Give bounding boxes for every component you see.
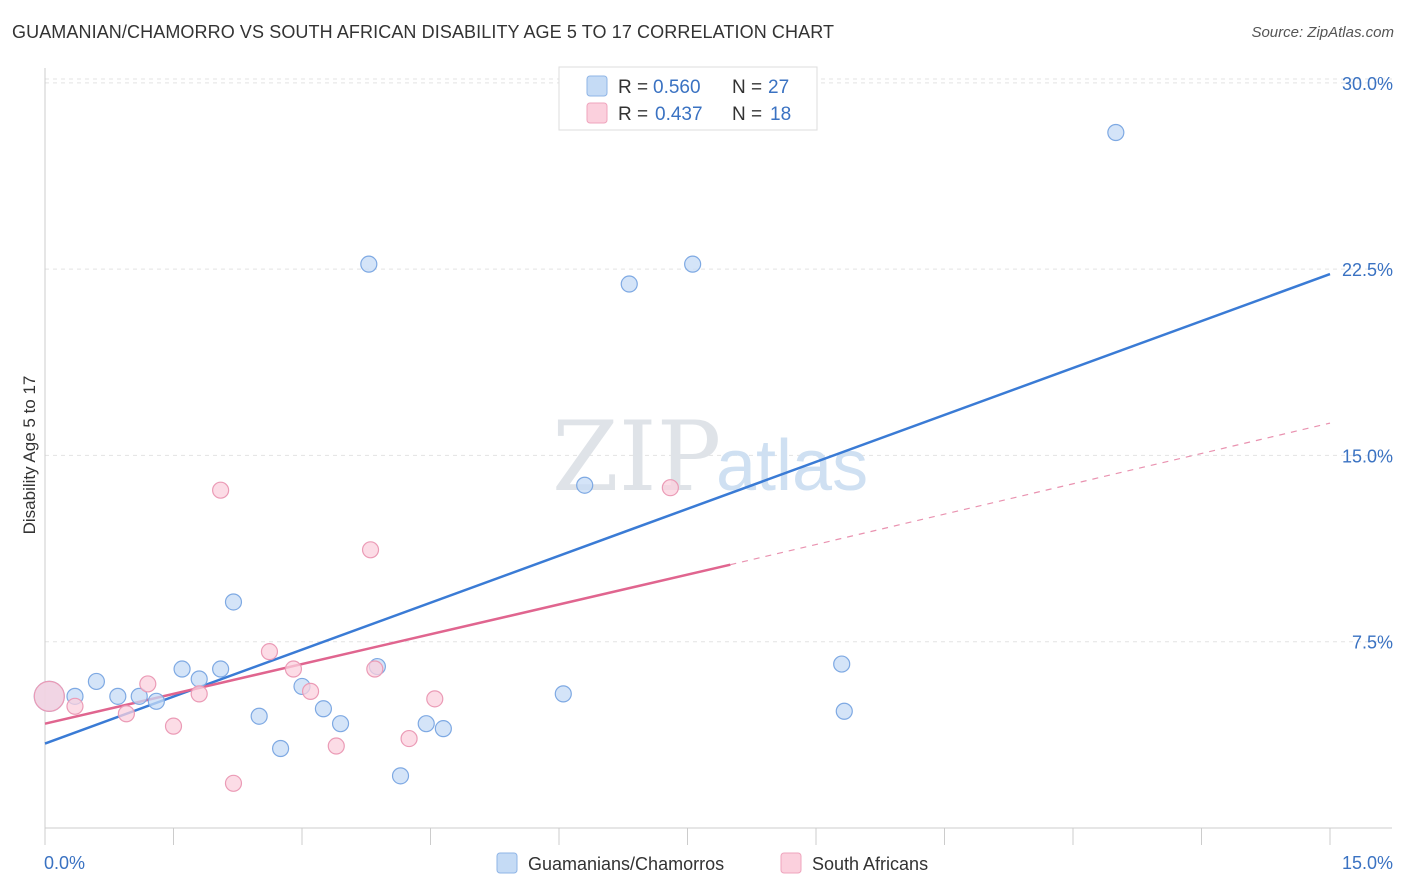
guamanians-point	[554, 685, 572, 703]
guamanians-point	[835, 702, 853, 720]
y-tick-label: 7.5%	[1352, 633, 1393, 653]
legend-swatch-blue	[586, 75, 608, 97]
guamanians-point	[391, 767, 410, 785]
south-africans-point	[260, 643, 279, 661]
south-africans-point	[327, 737, 345, 755]
y-axis-label: Disability Age 5 to 17	[20, 376, 39, 535]
guamanians-point	[833, 655, 851, 673]
guamanians-point	[360, 255, 378, 273]
south-africans-point	[190, 685, 208, 703]
guamanians-point	[87, 672, 106, 691]
bottom-legend: Guamanians/Chamorros South Africans	[496, 852, 928, 874]
guamanians-point	[190, 670, 208, 688]
south-africans-point	[301, 682, 320, 700]
bottom-legend-label-2: South Africans	[812, 854, 928, 874]
south-africans-point	[661, 479, 679, 497]
guamanians-point	[417, 715, 435, 733]
guamanians-point	[576, 476, 594, 494]
guamanians-point	[250, 707, 268, 725]
x-tick-label: 0.0%	[44, 853, 85, 873]
y-tick-label: 15.0%	[1342, 446, 1393, 466]
legend-n-label-2: N =	[732, 104, 762, 125]
x-tick-labels: 0.0% 15.0%	[44, 853, 1393, 873]
guamanians-point	[271, 739, 290, 758]
south-africans-point	[164, 717, 183, 735]
south-africans-point	[361, 541, 380, 559]
guamanians-point	[109, 687, 127, 705]
south-africans-point	[212, 481, 230, 499]
grid-lines	[45, 78, 1392, 643]
y-tick-label: 30.0%	[1342, 74, 1393, 94]
trend-lines	[44, 272, 1331, 745]
guamanians-point	[130, 687, 148, 705]
guamanians-point	[147, 692, 165, 710]
watermark-zip: ZIP	[552, 401, 721, 513]
south-africans-point	[66, 697, 84, 715]
south-africans-point	[33, 680, 65, 712]
guamanians-point	[212, 660, 230, 678]
legend-swatch-pink	[586, 102, 608, 124]
legend-r-value-1: 0.560	[653, 77, 701, 98]
trend-line-guamanians	[44, 272, 1331, 745]
south-africans-point	[224, 774, 243, 792]
south-africans-point	[117, 705, 135, 723]
trend-line-south-africans	[44, 563, 731, 725]
guamanians-point	[684, 255, 702, 273]
bottom-legend-swatch-pink	[780, 852, 802, 874]
legend-n-value-2: 18	[770, 104, 791, 125]
x-tick-label: 15.0%	[1342, 853, 1393, 873]
bottom-legend-swatch-blue	[496, 852, 518, 874]
legend: R = 0.560 N = 27 R = 0.437 N = 18	[558, 66, 818, 131]
guamanians-point	[434, 720, 452, 738]
south-africans-point	[400, 729, 418, 748]
legend-n-label-1: N =	[732, 77, 762, 98]
south-africans-point	[426, 690, 444, 708]
legend-n-value-1: 27	[768, 77, 789, 98]
watermark-atlas: atlas	[716, 426, 868, 506]
guamanians-point	[224, 593, 243, 611]
guamanians-point	[173, 660, 191, 678]
legend-r-label-1: R =	[618, 77, 648, 98]
guamanians-point	[314, 700, 333, 718]
y-tick-labels: 7.5% 15.0% 22.5% 30.0%	[1342, 74, 1393, 653]
guamanians-point	[1107, 123, 1125, 142]
data-points	[33, 123, 1125, 792]
legend-r-value-2: 0.437	[655, 104, 703, 125]
guamanians-point	[331, 715, 350, 733]
bottom-legend-label-1: Guamanians/Chamorros	[528, 854, 724, 874]
south-africans-point	[139, 675, 157, 693]
watermark: ZIP atlas	[552, 401, 868, 513]
y-tick-label: 22.5%	[1342, 260, 1393, 280]
source-label: Source: ZipAtlas.com	[1251, 24, 1394, 41]
legend-r-label-2: R =	[618, 104, 648, 125]
guamanians-point	[620, 275, 638, 293]
south-africans-point	[284, 660, 303, 678]
chart-title: GUAMANIAN/CHAMORRO VS SOUTH AFRICAN DISA…	[12, 22, 835, 42]
south-africans-point	[366, 660, 384, 678]
